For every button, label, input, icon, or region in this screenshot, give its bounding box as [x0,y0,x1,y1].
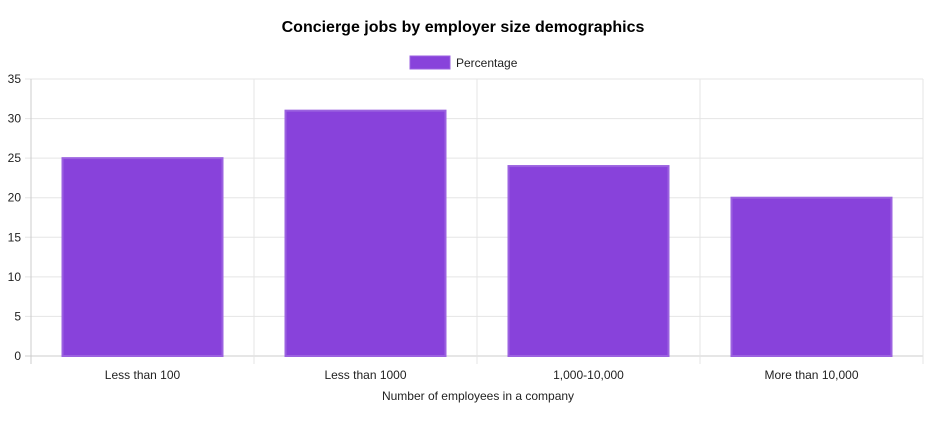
x-tick-label: More than 10,000 [764,368,858,382]
legend[interactable]: Percentage [409,55,518,70]
y-tick-label: 10 [8,270,22,284]
chart-title: Concierge jobs by employer size demograp… [282,19,645,36]
y-axis: 0 5 10 15 20 25 30 35 [8,72,22,363]
y-tick-label: 15 [8,230,22,244]
bar[interactable] [61,157,224,357]
x-tick-label: 1,000-10,000 [553,368,624,382]
x-axis-label: Number of employees in a company [382,389,574,403]
y-tick-label: 25 [8,151,22,165]
bar[interactable] [284,109,447,357]
bars [61,109,893,357]
x-axis: Less than 100 Less than 1000 1,000-10,000 M… [105,368,859,382]
y-tick-label: 20 [8,191,22,205]
y-tick-label: 0 [14,349,21,363]
y-tick-label: 35 [8,72,22,86]
bar[interactable] [507,165,670,357]
legend-swatch [409,55,451,70]
legend-label: Percentage [456,56,518,70]
bar[interactable] [730,196,893,357]
x-tick-label: Less than 100 [105,368,181,382]
x-tick-label: Less than 1000 [324,368,406,382]
y-tick-label: 30 [8,112,22,126]
y-tick-label: 5 [14,309,21,323]
